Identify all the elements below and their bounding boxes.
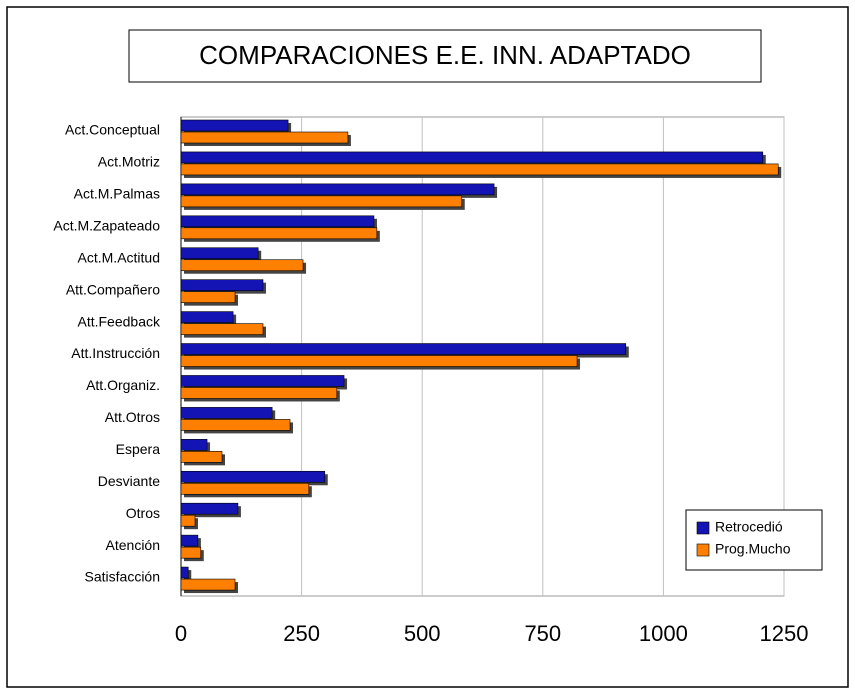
y-tick-label: Act.Conceptual: [65, 122, 160, 138]
bar: [180, 247, 259, 260]
chart-title: COMPARACIONES E.E. INN. ADAPTADO: [199, 40, 691, 70]
bar: [180, 343, 627, 355]
y-tick-label: Att.Otros: [105, 409, 160, 425]
bar: [180, 355, 578, 367]
bar: [180, 195, 463, 208]
bar: [180, 470, 326, 483]
y-tick-label: Act.Motriz: [98, 154, 160, 170]
x-tick-label: 0: [175, 621, 187, 646]
y-tick-label: Act.M.Actitud: [78, 249, 160, 265]
bar: [180, 311, 234, 323]
bar: [180, 215, 375, 228]
y-tick-label: Att.Instrucción: [71, 345, 160, 361]
bar: [180, 259, 304, 272]
bar: [180, 119, 289, 132]
bar: [180, 227, 378, 240]
legend-swatch: [696, 521, 710, 535]
bar: [180, 375, 345, 387]
y-tick-label: Atención: [106, 537, 160, 553]
x-tick-label: 500: [404, 621, 441, 646]
y-tick-label: Act.M.Palmas: [74, 186, 160, 202]
bar: [180, 151, 764, 164]
y-tick-label: Desviante: [98, 473, 160, 489]
title-box: [128, 29, 762, 83]
bar: [180, 407, 273, 419]
bar: [180, 323, 264, 335]
x-tick-label: 1000: [639, 621, 688, 646]
bar: [180, 131, 349, 144]
bar: [180, 482, 310, 495]
bar: [180, 514, 196, 527]
bar: [180, 546, 202, 559]
y-tick-label: Espera: [116, 441, 161, 457]
legend-box: [685, 509, 823, 571]
y-tick-label: Att.Compañero: [66, 281, 160, 297]
bar: [180, 419, 291, 431]
bar: [180, 387, 338, 399]
bar: [180, 451, 223, 463]
legend-label: Prog.Mucho: [715, 541, 791, 557]
y-tick-label: Otros: [126, 505, 160, 521]
y-tick-label: Att.Organiz.: [86, 377, 160, 393]
bar: [180, 279, 264, 291]
bar: [180, 534, 199, 547]
bar: [180, 291, 236, 303]
bar: [180, 439, 208, 451]
bar: [180, 566, 189, 579]
x-tick-label: 1250: [760, 621, 809, 646]
y-tick-label: Satisfacción: [85, 569, 160, 585]
bar: [180, 183, 495, 196]
y-tick-label: Act.M.Zapateado: [53, 217, 160, 233]
x-tick-label: 250: [283, 621, 320, 646]
y-tick-label: Att.Feedback: [78, 313, 161, 329]
legend-label: Retrocedió: [715, 519, 783, 535]
bar: [180, 163, 779, 176]
bar: [180, 502, 239, 515]
legend-swatch: [696, 543, 710, 557]
bar: [180, 578, 236, 591]
x-tick-label: 750: [524, 621, 561, 646]
